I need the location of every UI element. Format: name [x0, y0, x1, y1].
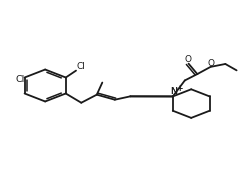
Text: O: O	[183, 55, 190, 64]
Text: Cl: Cl	[15, 75, 24, 84]
Text: O: O	[206, 59, 213, 68]
Text: N: N	[170, 87, 177, 96]
Text: ⁻: ⁻	[24, 73, 29, 82]
Text: +: +	[175, 84, 182, 93]
Text: Cl: Cl	[76, 62, 85, 71]
Text: +: +	[175, 84, 182, 93]
Text: N: N	[170, 87, 177, 96]
